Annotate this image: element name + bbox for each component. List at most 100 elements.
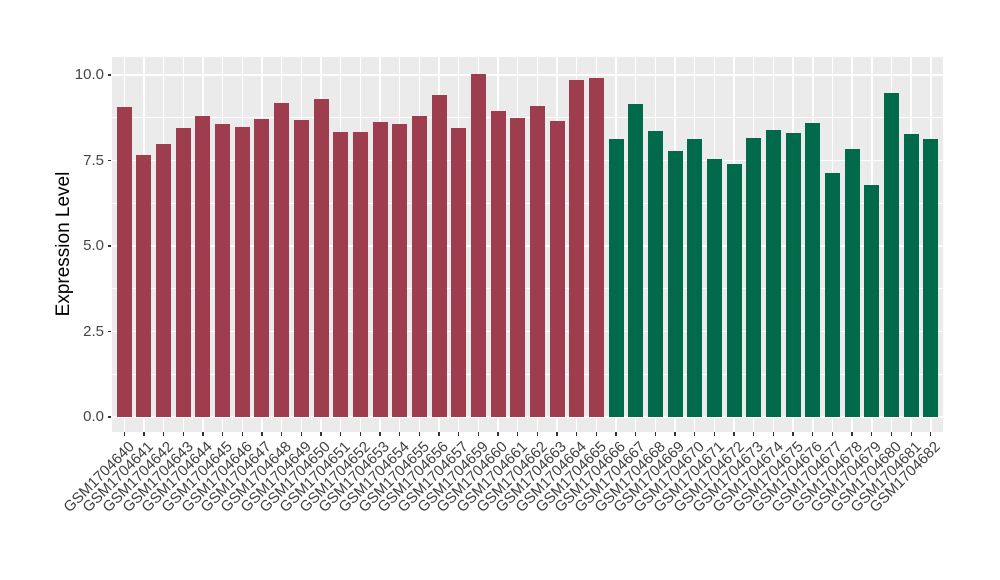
- x-tick-mark: [615, 432, 617, 436]
- y-tick-label: 5.0: [83, 237, 104, 254]
- y-tick-label: 2.5: [83, 322, 104, 340]
- bar: [352, 132, 368, 417]
- bar: [392, 123, 408, 417]
- x-tick-mark: [163, 432, 165, 436]
- bar: [215, 124, 231, 417]
- x-tick-mark: [143, 432, 145, 436]
- gridline-minor: [112, 373, 943, 375]
- gridline-minor: [112, 117, 943, 119]
- y-tick-label: 10.0: [74, 66, 104, 83]
- x-tick-mark: [241, 432, 243, 436]
- bar: [451, 127, 467, 417]
- bar: [628, 104, 644, 417]
- bar: [726, 163, 742, 417]
- bar: [687, 138, 703, 417]
- bar: [647, 131, 663, 417]
- x-tick-mark: [595, 432, 597, 436]
- x-tick-mark: [556, 432, 558, 436]
- x-tick-mark: [438, 432, 440, 436]
- bar: [293, 120, 309, 417]
- bar: [411, 116, 427, 417]
- x-tick-mark: [851, 432, 853, 436]
- x-tick-mark: [202, 432, 204, 436]
- x-tick-mark: [536, 432, 538, 436]
- x-tick-mark: [576, 432, 578, 436]
- bar: [175, 128, 191, 417]
- x-tick-mark: [753, 432, 755, 436]
- x-tick-mark: [182, 432, 184, 436]
- bar: [706, 159, 722, 417]
- bar: [156, 143, 172, 417]
- x-tick-mark: [674, 432, 676, 436]
- x-tick-mark: [812, 432, 814, 436]
- bar: [372, 121, 388, 417]
- bar: [765, 129, 781, 417]
- bar: [608, 138, 624, 417]
- bar: [785, 133, 801, 417]
- bar: [529, 106, 545, 417]
- bar: [510, 118, 526, 417]
- bar: [844, 149, 860, 417]
- plot-panel: [112, 57, 943, 432]
- bar: [549, 121, 565, 417]
- x-tick-mark: [831, 432, 833, 436]
- bar: [490, 110, 506, 417]
- y-tick-mark: [107, 416, 111, 418]
- x-tick-mark: [281, 432, 283, 436]
- y-tick-mark: [107, 159, 111, 162]
- x-tick-mark: [497, 432, 499, 436]
- bar: [195, 115, 211, 417]
- bar: [588, 78, 604, 417]
- bar: [431, 94, 447, 417]
- bar: [254, 119, 270, 417]
- gridline-minor: [112, 202, 943, 204]
- bar: [746, 137, 762, 417]
- x-tick-mark: [300, 432, 302, 436]
- bar: [234, 126, 250, 417]
- gridline-major: [112, 245, 943, 247]
- bar: [805, 122, 821, 417]
- gridline-major: [112, 330, 943, 333]
- x-tick-mark: [871, 432, 873, 436]
- bar: [274, 102, 290, 417]
- y-tick-label: 7.5: [83, 151, 104, 169]
- x-tick-mark: [517, 432, 519, 436]
- y-tick-mark: [107, 245, 111, 247]
- x-tick-mark: [890, 432, 893, 436]
- y-tick-mark: [107, 74, 111, 76]
- x-tick-mark: [733, 432, 735, 436]
- bar: [313, 98, 329, 417]
- x-tick-mark: [477, 432, 479, 436]
- x-tick-mark: [694, 432, 696, 436]
- bar: [923, 138, 939, 417]
- x-tick-mark: [261, 432, 263, 436]
- bar: [864, 185, 880, 417]
- y-tick-label: 0.0: [83, 408, 104, 425]
- x-tick-mark: [792, 432, 794, 436]
- x-tick-mark: [458, 432, 460, 436]
- gridline-major: [112, 416, 943, 418]
- x-tick-mark: [772, 432, 774, 436]
- bar: [883, 93, 899, 417]
- x-tick-mark: [635, 432, 637, 436]
- x-tick-mark: [654, 432, 656, 436]
- gridline-minor: [112, 288, 943, 290]
- x-tick-mark: [320, 432, 322, 436]
- x-tick-mark: [222, 432, 224, 436]
- x-tick-mark: [359, 432, 361, 436]
- bar: [470, 73, 486, 417]
- bar: [136, 155, 152, 417]
- x-tick-mark: [123, 432, 125, 436]
- x-tick-mark: [418, 432, 420, 436]
- x-tick-mark: [910, 432, 912, 436]
- bar: [667, 150, 683, 417]
- x-tick-mark: [379, 432, 381, 436]
- x-tick-mark: [399, 432, 401, 436]
- bar: [903, 133, 919, 417]
- bar: [824, 173, 840, 417]
- gridline-major: [112, 74, 943, 76]
- bar: [116, 107, 132, 417]
- x-tick-mark: [930, 432, 932, 436]
- gridline-major: [112, 159, 943, 162]
